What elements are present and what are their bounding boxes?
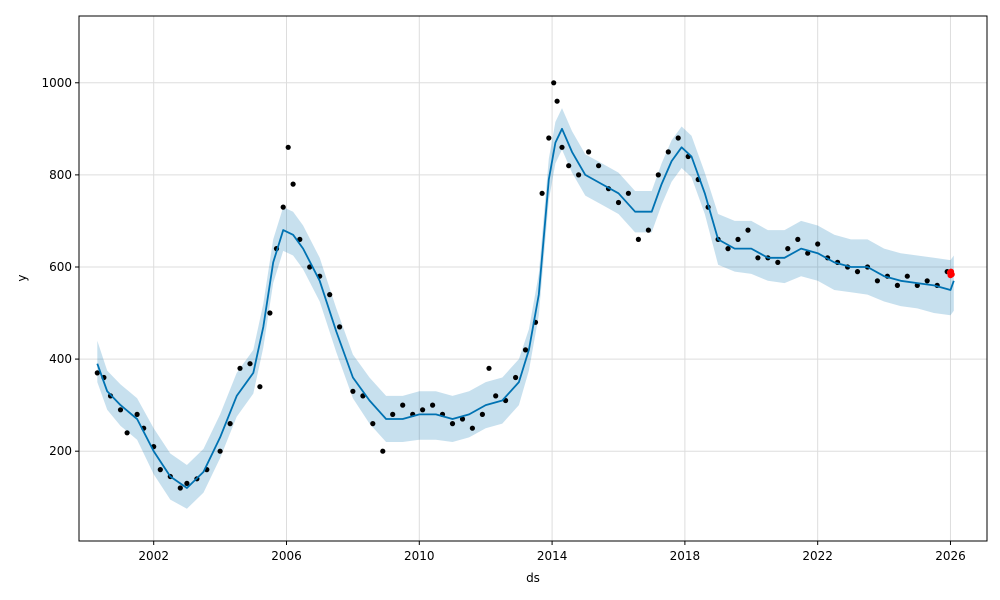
observed-point (815, 241, 821, 247)
observed-point (551, 80, 557, 86)
y-tick-label: 400 (49, 352, 72, 366)
observed-point (795, 236, 801, 242)
observed-point (665, 149, 671, 155)
observed-point (157, 467, 163, 473)
observed-point (327, 292, 333, 298)
x-tick-label: 2026 (935, 549, 966, 563)
observed-point (486, 365, 492, 371)
x-tick-label: 2002 (138, 549, 169, 563)
observed-point (449, 421, 456, 427)
observed-point (420, 407, 426, 413)
observed-point (459, 416, 466, 422)
y-tick-label: 1000 (41, 76, 72, 90)
observed-point (217, 448, 223, 454)
x-tick-label: 2018 (670, 549, 701, 563)
observed-point (247, 361, 253, 367)
observed-point (874, 278, 881, 284)
y-tick-label: 600 (49, 260, 72, 274)
uncertainty-interval-band (97, 108, 954, 509)
x-axis-ticks: 2002 2006 2010 2014 2018 2022 2026 (138, 541, 966, 563)
observed-point (755, 255, 761, 261)
x-tick-label: 2006 (271, 549, 302, 563)
observed-point (370, 421, 376, 427)
observed-point (177, 485, 183, 491)
y-axis-ticks: 200 400 600 800 1000 (41, 76, 79, 458)
observed-point (267, 310, 273, 316)
observed-point (615, 199, 622, 206)
observed-point (184, 480, 190, 486)
observed-point (94, 370, 100, 376)
observed-point (775, 259, 781, 265)
observed-point (493, 393, 499, 399)
observed-point (904, 273, 910, 279)
observed-point (635, 236, 642, 242)
x-tick-label: 2010 (404, 549, 435, 563)
observed-point (559, 144, 565, 150)
observed-point (380, 448, 386, 454)
highlight-point (948, 271, 955, 278)
forecast-line (96, 127, 955, 489)
observed-points (94, 80, 950, 491)
observed-point (400, 402, 406, 408)
y-tick-label: 800 (49, 168, 72, 182)
plot-frame (78, 15, 988, 542)
observed-point (735, 236, 741, 242)
highlight-points (946, 268, 955, 279)
observed-point (390, 411, 396, 417)
observed-point (297, 236, 303, 242)
y-axis-label: y (15, 274, 29, 281)
observed-point (586, 149, 592, 155)
observed-point (290, 181, 296, 187)
observed-point (257, 384, 263, 390)
observed-point (522, 347, 529, 353)
observed-point (117, 407, 124, 413)
y-tick-label: 200 (49, 444, 72, 458)
observed-point (479, 411, 485, 417)
observed-point (134, 411, 140, 417)
observed-point (785, 246, 791, 252)
observed-point (566, 163, 572, 169)
observed-point (227, 421, 233, 427)
observed-point (337, 324, 343, 330)
observed-point (675, 135, 681, 141)
observed-point (655, 172, 661, 178)
observed-point (745, 227, 751, 233)
observed-point (124, 430, 130, 436)
observed-point (350, 388, 356, 394)
observed-point (645, 227, 652, 233)
observed-point (725, 246, 731, 252)
grid (79, 16, 987, 541)
x-tick-label: 2022 (802, 549, 833, 563)
observed-point (894, 282, 901, 288)
observed-point (280, 204, 286, 210)
observed-point (576, 172, 582, 178)
observed-point (596, 163, 602, 169)
observed-point (554, 98, 560, 104)
x-axis-label: ds (526, 571, 540, 585)
observed-point (854, 269, 861, 275)
observed-point (625, 190, 632, 196)
observed-point (805, 250, 811, 256)
observed-point (924, 278, 930, 284)
observed-point (513, 374, 519, 381)
observed-point (469, 425, 475, 431)
observed-point (539, 190, 545, 196)
x-tick-label: 2014 (537, 549, 568, 563)
observed-point (237, 365, 243, 371)
observed-point (546, 135, 552, 141)
observed-point (430, 402, 436, 408)
observed-point (285, 144, 291, 150)
